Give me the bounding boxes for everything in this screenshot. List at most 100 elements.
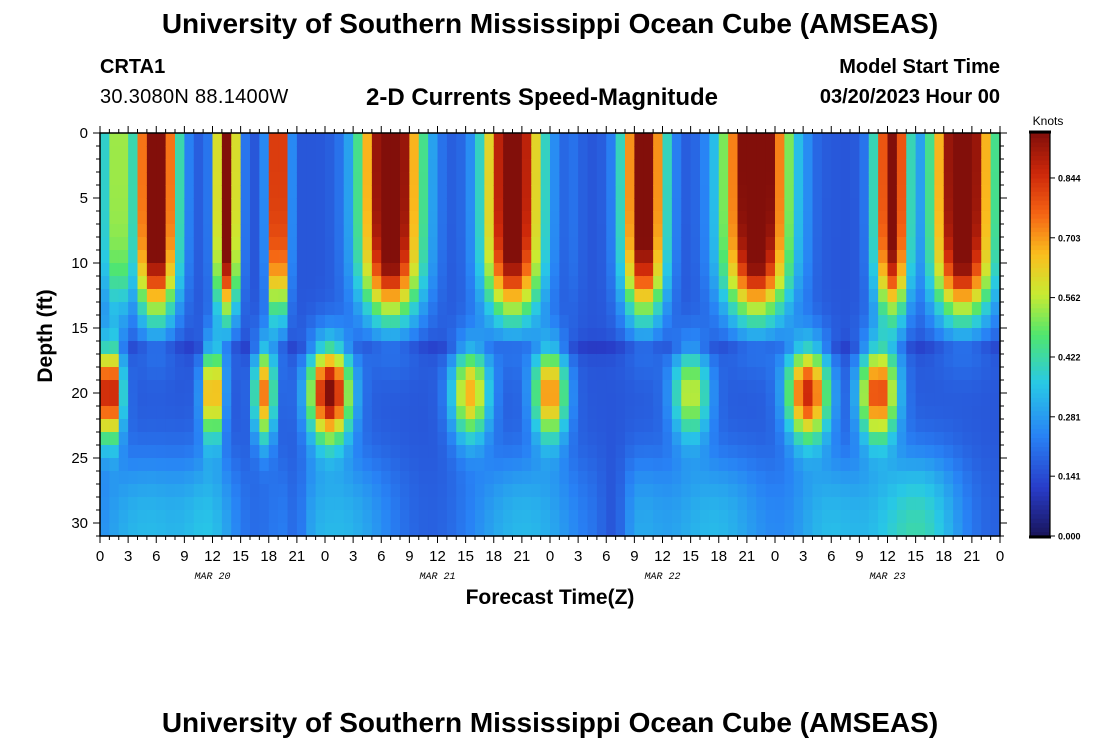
heatmap-cell [118,276,129,290]
heatmap-cell [193,419,204,433]
heatmap-cell [437,263,448,277]
heatmap-cell [896,159,907,173]
heatmap-cell [681,211,692,225]
heatmap-cell [437,328,448,342]
heatmap-cell [531,289,542,303]
heatmap-cell [821,380,832,394]
heatmap-cell [212,432,223,446]
heatmap-cell [240,328,251,342]
heatmap-cell [296,510,307,524]
heatmap-cell [325,198,335,212]
colorbar-swatch [1030,146,1050,152]
heatmap-cell [793,510,804,524]
heatmap-cell [653,432,664,446]
heatmap-cell [456,523,467,537]
heatmap-cell [109,445,120,459]
heatmap-cell [596,406,607,420]
heatmap-cell [971,523,982,537]
heatmap-cell [765,419,776,433]
heatmap-cell [925,211,935,225]
heatmap-cell [615,406,626,420]
colorbar-tick-label: 0.000 [1058,532,1081,542]
heatmap-cell [296,523,307,537]
heatmap-cell [990,471,1001,485]
heatmap-cell [371,458,382,472]
heatmap-cell [718,198,729,212]
heatmap-cell [859,406,870,420]
heatmap-cell [737,419,748,433]
heatmap-cell [681,276,692,290]
heatmap-cell [784,133,795,147]
heatmap-cell [690,289,701,303]
heatmap-cell [643,471,654,485]
heatmap-cell [643,302,654,316]
heatmap-cell [831,172,842,186]
heatmap-cell [400,276,410,290]
heatmap-cell [578,224,589,238]
heatmap-cell [203,289,214,303]
heatmap-cell [446,185,457,199]
heatmap-cell [906,172,917,186]
heatmap-cell [521,419,532,433]
heatmap-cell [381,172,392,186]
heatmap-cell [681,146,692,160]
heatmap-cell [803,224,814,238]
heatmap-cell [212,133,223,147]
heatmap-cell [850,172,860,186]
heatmap-cell [540,315,551,329]
heatmap-cell [662,211,673,225]
heatmap-cell [193,289,204,303]
heatmap-cell [671,146,682,160]
heatmap-cell [943,172,954,186]
heatmap-cell [821,211,832,225]
colorbar-swatch [1030,195,1050,201]
heatmap-cell [568,237,579,251]
heatmap-cell [100,406,110,420]
heatmap-cell [521,367,532,381]
heatmap-cell [587,263,598,277]
heatmap-cell [109,198,120,212]
heatmap-cell [756,341,767,355]
heatmap-cell [578,250,589,264]
heatmap-cell [503,263,514,277]
heatmap-cell [175,133,185,147]
heatmap-cell [634,315,645,329]
heatmap-cell [540,146,551,160]
heatmap-cell [184,445,195,459]
heatmap-cell [250,497,260,511]
heatmap-cell [868,289,879,303]
heatmap-cell [728,497,739,511]
heatmap-cell [812,406,823,420]
heatmap-cell [109,133,120,147]
heatmap-cell [859,250,870,264]
heatmap-cell [287,419,298,433]
heatmap-cell [325,133,335,147]
heatmap-cell [550,484,560,498]
heatmap-cell [315,263,326,277]
heatmap-cell [615,393,626,407]
heatmap-cell [971,406,982,420]
heatmap-cell [868,172,879,186]
heatmap-cell [803,289,814,303]
heatmap-cell [175,484,185,498]
heatmap-cell [193,432,204,446]
heatmap-cell [203,432,214,446]
heatmap-cell [137,393,148,407]
heatmap-cell [456,250,467,264]
heatmap-cell [381,341,392,355]
heatmap-cell [990,315,1001,329]
heatmap-cell [540,341,551,355]
heatmap-cell [409,211,420,225]
heatmap-cell [137,159,148,173]
heatmap-cell [100,224,110,238]
heatmap-cell [962,224,973,238]
heatmap-cell [896,198,907,212]
heatmap-cell [840,198,851,212]
heatmap-cell [109,354,120,368]
heatmap-cell [465,276,476,290]
heatmap-cell [578,393,589,407]
heatmap-cell [821,237,832,251]
heatmap-cell [231,185,242,199]
heatmap-cell [503,484,514,498]
heatmap-cell [775,380,785,394]
